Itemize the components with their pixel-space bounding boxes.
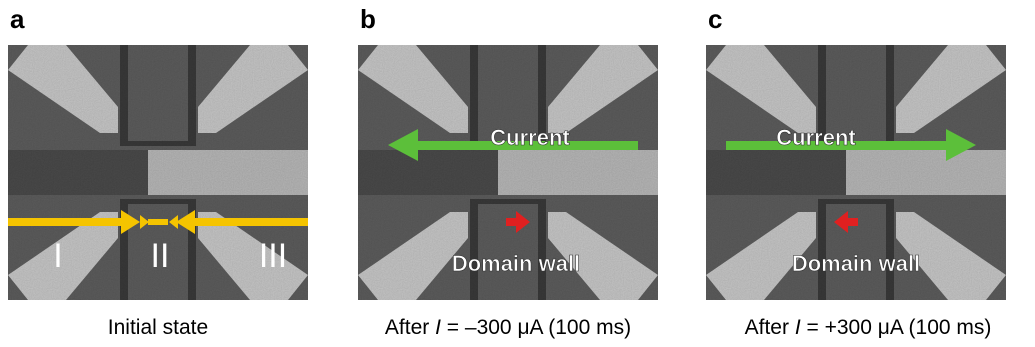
current-label: Current: [776, 125, 856, 150]
panel-label: b: [360, 4, 376, 34]
current-label: Current: [490, 125, 570, 150]
panel-c: Current Domain wall: [706, 45, 1006, 300]
caption-prefix: After: [385, 316, 429, 339]
caption: Initial state: [108, 316, 208, 339]
panel-b: Current Domain wall: [358, 45, 658, 300]
figure: I II III a Initial state Current Domain …: [0, 0, 1035, 347]
caption-rest: = +300 μA (100 ms): [807, 316, 992, 339]
domain-wall-label: Domain wall: [452, 251, 580, 276]
caption-prefix: After: [745, 316, 789, 339]
panel-label: c: [708, 4, 722, 34]
caption-rest: = –300 μA (100 ms): [447, 316, 631, 339]
panel-label: a: [10, 4, 25, 34]
domain-wall-label: Domain wall: [792, 251, 920, 276]
region-label: III: [259, 237, 287, 275]
caption: After I = +300 μA (100 ms): [745, 316, 992, 339]
region-label: II: [151, 237, 170, 275]
region-label: I: [53, 237, 62, 275]
caption: After I = –300 μA (100 ms): [385, 316, 631, 339]
panel-a: I II III: [8, 45, 308, 300]
caption-variable: I: [795, 316, 801, 339]
caption-variable: I: [435, 316, 441, 339]
